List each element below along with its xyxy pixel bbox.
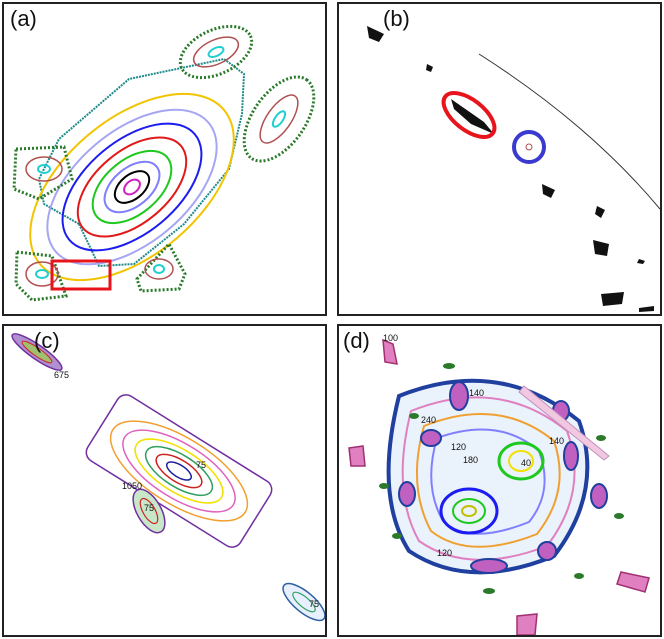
outer-islands-d (348, 338, 650, 635)
island-bottom-left (14, 250, 69, 302)
panel-b-plot (367, 26, 660, 312)
island-right (242, 75, 316, 163)
annotation-75-bottom: 75 (309, 599, 319, 609)
panel-c-plot: 675 75 1050 75 75 (11, 333, 325, 622)
panel-c: 675 75 1050 75 75 (c) (2, 324, 327, 637)
panel-a: (a) (2, 2, 327, 316)
island-top (178, 24, 254, 80)
island-ring-d (398, 381, 608, 574)
panel-d-label: (d) (343, 328, 370, 353)
island-chain (367, 26, 654, 312)
panel-a-label: (a) (10, 6, 37, 31)
annotation-675: 675 (54, 370, 69, 380)
panel-c-label: (c) (34, 328, 60, 353)
outer-orbit (37, 57, 246, 268)
annotation-120-mid: 120 (451, 442, 466, 452)
annotation-240: 240 (421, 415, 436, 425)
nested-orbits (29, 92, 235, 282)
panel-d: 100 140 240 140 120 180 40 120 (d) (337, 324, 662, 637)
annotation-140-right: 140 (549, 436, 564, 446)
panel-b-label: (b) (383, 6, 410, 31)
panel-d-plot: 100 140 240 140 120 180 40 120 (348, 333, 650, 635)
annotation-75-main: 75 (196, 460, 206, 470)
annotation-1050: 1050 (122, 481, 142, 491)
annotation-100: 100 (383, 333, 398, 343)
highlight-ellipse-red (441, 91, 497, 139)
annotation-120-bottom: 120 (437, 548, 452, 558)
boundary-curve (478, 53, 660, 210)
main-orbits (85, 394, 273, 548)
annotation-180: 180 (463, 455, 478, 465)
island-c-mid (132, 488, 166, 534)
island-left (12, 145, 74, 201)
green-fragments (379, 363, 624, 594)
annotation-75-mid: 75 (144, 503, 154, 513)
annotation-40: 40 (521, 458, 531, 468)
panel-b: (b) (337, 2, 662, 316)
island-c-top (11, 333, 63, 371)
small-island (525, 143, 533, 151)
annotation-140-top: 140 (469, 388, 484, 398)
island-c-bottom (282, 582, 325, 622)
highlight-circle-blue (512, 130, 546, 164)
panel-a-plot (12, 24, 316, 302)
island-bottom-right (135, 241, 187, 293)
zoom-highlight-box (50, 259, 112, 291)
